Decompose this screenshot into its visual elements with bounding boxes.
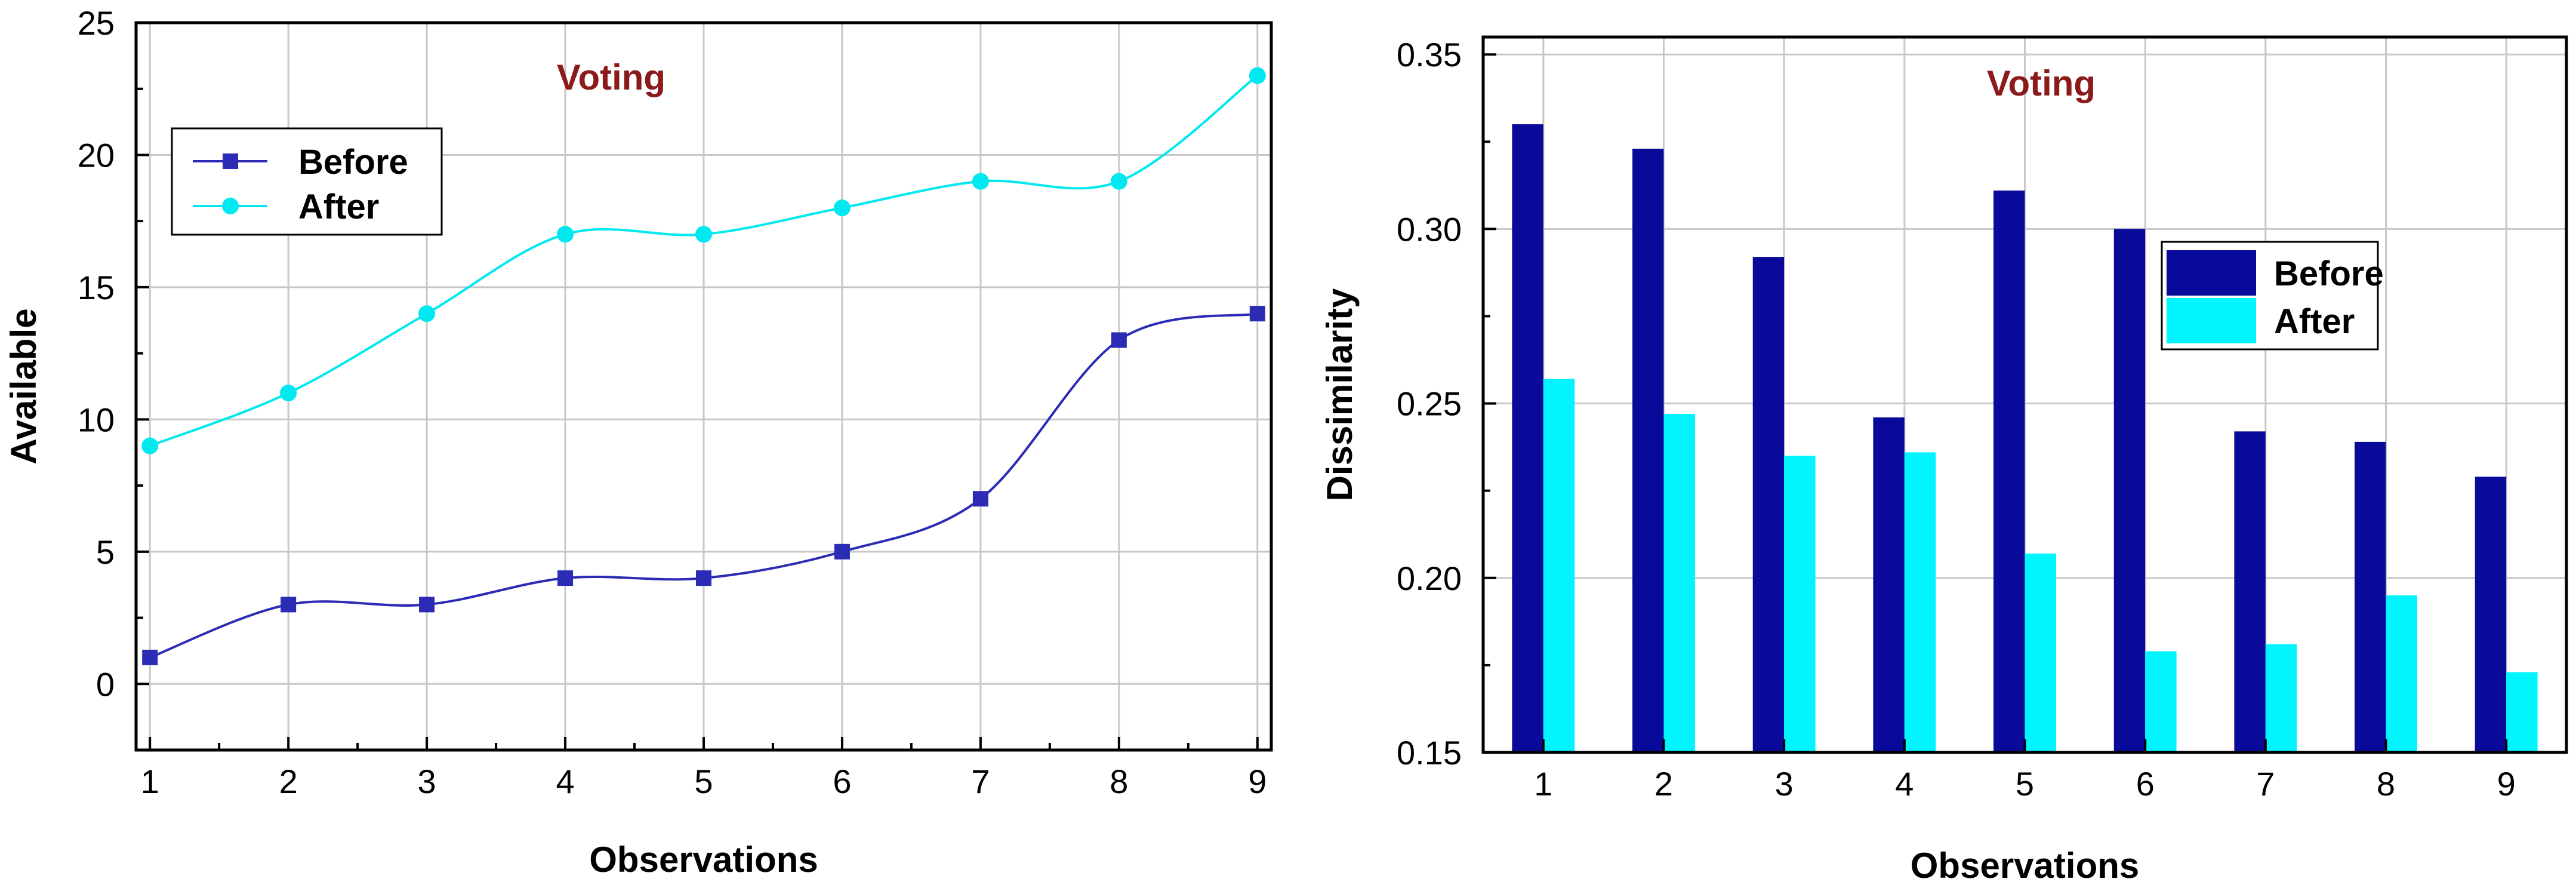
data-point-after — [557, 226, 574, 243]
data-point-after — [833, 199, 851, 217]
x-tick-label: 6 — [833, 763, 851, 800]
data-point-before — [557, 570, 574, 586]
tick-labels: 1 2 3 4 5 6 7 8 9 0 5 10 15 20 25 — [78, 4, 1267, 800]
bar-after — [1543, 379, 1575, 752]
data-point-before — [1249, 306, 1265, 322]
data-point-before — [834, 543, 850, 560]
bar-after — [1663, 414, 1695, 752]
data-point-after — [280, 385, 297, 402]
bar-after — [1904, 452, 1936, 752]
data-point-after — [141, 437, 159, 454]
chart-title: Voting — [1987, 63, 2096, 103]
y-tick-label: 0.30 — [1397, 210, 1462, 248]
bar-before — [2234, 431, 2266, 752]
x-axis-label: Observations — [1911, 846, 2139, 885]
bar-after — [2265, 644, 2297, 752]
x-tick-label: 7 — [971, 763, 990, 800]
tick-labels: 1 2 3 4 5 6 7 8 9 0.15 0.20 0.25 0.30 0.35 — [1397, 36, 2516, 803]
legend-box — [171, 127, 443, 236]
data-point-after — [972, 173, 989, 190]
bar-before — [2113, 229, 2146, 752]
legend-swatch-before — [2167, 250, 2256, 296]
bar-after — [2145, 651, 2177, 752]
legend-label-before: Before — [2274, 254, 2384, 293]
data-point-before — [696, 570, 711, 586]
x-tick-label: 5 — [2016, 765, 2034, 803]
y-tick-label: 0.25 — [1397, 385, 1462, 423]
x-tick-label: 1 — [141, 763, 159, 800]
bars-group — [1512, 124, 2538, 753]
x-tick-label: 3 — [1775, 765, 1794, 803]
y-tick-label: 20 — [78, 136, 115, 174]
legend-marker-after — [222, 198, 239, 214]
x-tick-label: 9 — [2497, 765, 2516, 803]
bar-before — [1752, 257, 1785, 752]
legend-label-after: After — [2274, 302, 2355, 341]
legend: Before After — [2161, 241, 2384, 351]
bar-chart-dissimilarity: 1 2 3 4 5 6 7 8 9 0.15 0.20 0.25 0.30 0.35 Voting Obs… — [1320, 35, 2568, 885]
x-tick-label: 9 — [1248, 763, 1267, 800]
data-point-after — [695, 226, 712, 243]
bar-before — [1873, 417, 1905, 752]
x-tick-label: 8 — [2377, 765, 2395, 803]
y-tick-label: 0.20 — [1397, 560, 1462, 597]
y-tick-label: 0.15 — [1397, 734, 1462, 772]
data-point-before — [142, 649, 158, 665]
legend-label-before: Before — [298, 143, 408, 182]
bar-before — [1993, 190, 2025, 752]
series-line-before — [149, 312, 1258, 659]
x-tick-label: 7 — [2256, 765, 2275, 803]
gridlines — [136, 21, 1271, 750]
x-tick-label: 4 — [556, 763, 574, 800]
bar-after — [1784, 456, 1816, 752]
x-tick-label: 2 — [1654, 765, 1673, 803]
legend-swatch-after — [2167, 298, 2256, 343]
data-point-after — [1110, 173, 1127, 190]
legend-label-after: After — [298, 188, 379, 226]
bar-after — [2025, 553, 2056, 752]
y-tick-label: 10 — [78, 401, 115, 438]
bar-before — [2355, 441, 2386, 752]
y-tick-label: 0 — [96, 665, 115, 703]
x-tick-label: 1 — [1534, 765, 1552, 803]
bar-after — [2506, 672, 2538, 752]
x-tick-label: 4 — [1895, 765, 1913, 803]
legend: Before After — [171, 127, 443, 236]
y-tick-label: 5 — [96, 533, 115, 571]
bar-before — [1512, 124, 1543, 753]
data-point-after — [1249, 67, 1266, 84]
x-tick-label: 8 — [1110, 763, 1128, 800]
y-tick-label: 25 — [78, 4, 115, 42]
legend-marker-before — [223, 153, 238, 169]
x-tick-label: 2 — [279, 763, 298, 800]
data-point-before — [419, 597, 435, 613]
y-axis-label: Dissimilarity — [1320, 288, 1360, 501]
x-tick-label: 3 — [418, 763, 436, 800]
data-point-before — [972, 491, 988, 507]
bar-before — [2475, 477, 2507, 752]
x-tick-label: 5 — [694, 763, 713, 800]
y-tick-label: 15 — [78, 269, 115, 306]
x-axis-label: Observations — [589, 840, 818, 880]
chart-title: Voting — [557, 57, 665, 97]
x-tick-label: 6 — [2136, 765, 2155, 803]
series-group — [141, 67, 1266, 665]
y-axis-label: Available — [4, 308, 44, 464]
bar-after — [2386, 595, 2417, 752]
y-tick-label: 0.35 — [1397, 36, 1462, 73]
bar-before — [1632, 149, 1664, 752]
data-point-after — [418, 305, 436, 322]
data-point-before — [1111, 332, 1127, 348]
data-point-before — [281, 597, 297, 613]
